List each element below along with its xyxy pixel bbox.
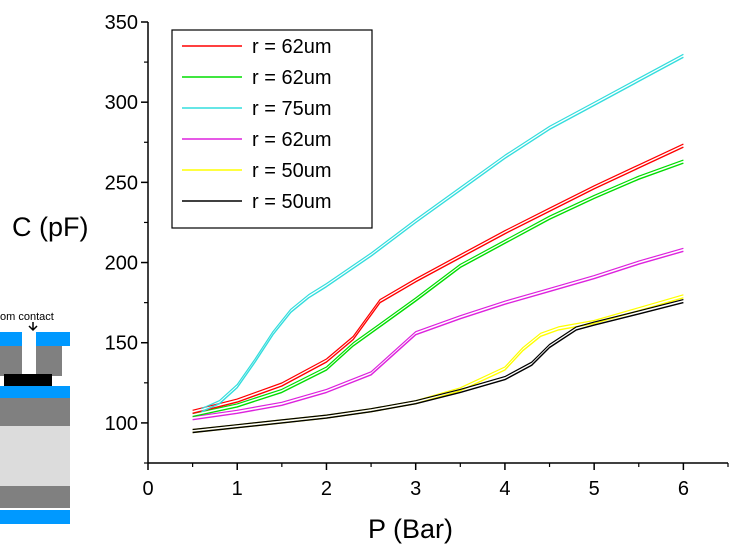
series-line-0: [192, 146, 684, 414]
legend-label: r = 50um: [252, 160, 331, 182]
x-tick-label: 4: [499, 478, 510, 500]
series-line-trace-5: [192, 299, 684, 431]
inset-gray-bottom: [0, 486, 70, 508]
inset-blue-bottom: [0, 510, 70, 524]
legend-box: [171, 29, 373, 229]
y-tick-label: 150: [105, 333, 138, 355]
series-line-1: [192, 162, 684, 418]
down-arrow-icon: [28, 322, 38, 332]
series-line-trace-0: [192, 143, 684, 411]
inset-layer-top-left: [0, 332, 22, 346]
x-tick-label: 2: [321, 478, 332, 500]
inset-light-substrate: [0, 426, 70, 486]
x-tick-label: 3: [410, 478, 421, 500]
device-inset: om contact: [0, 311, 70, 524]
series-line-trace-4: [192, 294, 684, 431]
inset-gray-band: [0, 398, 70, 426]
series-line-trace-2: [201, 53, 684, 410]
inset-pillar-left: [0, 346, 22, 376]
series-line-trace-3: [192, 247, 684, 418]
legend: r = 62um r = 62um r = 75um r = 62um r = 50um…: [171, 29, 373, 229]
inset-layer-top-right: [36, 332, 70, 346]
inset-black-contact: [4, 374, 52, 386]
inset-pillar-right: [36, 346, 62, 376]
y-tick-label: 100: [105, 413, 138, 435]
series-line-2: [201, 56, 684, 413]
series-line-trace-1: [192, 159, 684, 415]
series-line-3: [192, 250, 684, 421]
x-tick-label: 5: [589, 478, 600, 500]
x-tick-label: 6: [678, 478, 689, 500]
x-axis-title: P (Bar): [368, 514, 453, 544]
y-tick-label: 350: [105, 12, 138, 34]
y-axis-title: C (pF): [12, 212, 89, 242]
axes: 0 1 2 3 4 5 6 100 150 200 250 300 350: [105, 12, 729, 500]
y-tick-label: 300: [105, 92, 138, 114]
x-tick-label: 0: [142, 478, 153, 500]
inset-gap-white: [62, 352, 66, 368]
legend-label: r = 62um: [252, 67, 331, 89]
series-layer: [192, 53, 684, 434]
legend-label: r = 75um: [252, 98, 331, 120]
y-tick-label: 250: [105, 172, 138, 194]
x-tick-label: 1: [232, 478, 243, 500]
y-tick-label: 200: [105, 253, 138, 275]
inset-label: om contact: [0, 311, 54, 323]
legend-label: r = 50um: [252, 191, 331, 213]
legend-label: r = 62um: [252, 36, 331, 58]
series-line-5: [192, 301, 684, 434]
legend-label: r = 62um: [252, 129, 331, 151]
inset-blue-mid: [0, 386, 70, 398]
